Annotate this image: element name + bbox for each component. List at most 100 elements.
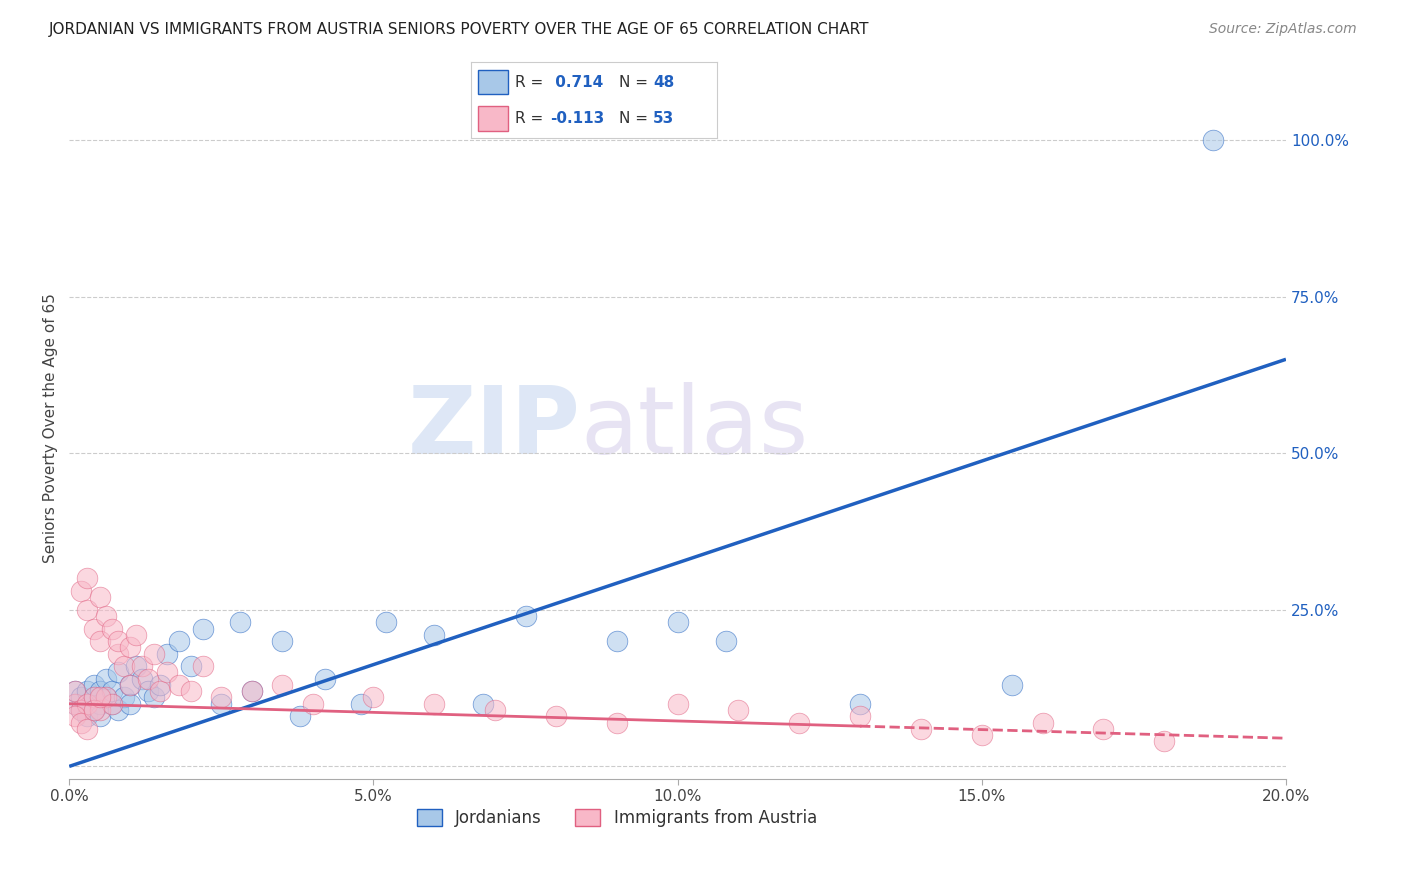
Point [107, 665, 129, 680]
Point [787, 715, 810, 730]
Point [180, 659, 202, 673]
Point [606, 634, 628, 648]
Point [240, 684, 263, 698]
Point [970, 728, 993, 742]
Point [849, 697, 872, 711]
Point [65, 709, 87, 723]
Point [101, 697, 124, 711]
Point [1001, 678, 1024, 692]
Point [83, 703, 105, 717]
Point [143, 690, 166, 705]
Point [515, 609, 537, 624]
Point [228, 615, 250, 630]
Point [240, 684, 263, 698]
Point [83, 690, 105, 705]
Point [101, 622, 124, 636]
Point [149, 678, 172, 692]
Text: R =: R = [516, 111, 548, 126]
Point [70, 703, 93, 717]
Point [301, 697, 323, 711]
Text: atlas: atlas [581, 382, 808, 475]
Point [65, 697, 87, 711]
Text: ZIP: ZIP [408, 382, 581, 475]
Point [76, 684, 98, 698]
Point [101, 697, 124, 711]
Point [271, 634, 294, 648]
Point [484, 703, 506, 717]
Text: 48: 48 [652, 75, 675, 90]
Point [167, 634, 190, 648]
Point [70, 703, 93, 717]
Point [76, 722, 98, 736]
Point [423, 697, 446, 711]
Point [191, 622, 214, 636]
Point [76, 697, 98, 711]
Point [125, 628, 148, 642]
Point [136, 684, 159, 698]
Point [70, 690, 93, 705]
Point [666, 697, 689, 711]
Legend: Jordanians, Immigrants from Austria: Jordanians, Immigrants from Austria [411, 802, 824, 834]
Point [131, 672, 153, 686]
Point [606, 715, 628, 730]
Point [125, 659, 148, 673]
Point [65, 684, 87, 698]
Text: 53: 53 [652, 111, 675, 126]
Text: -0.113: -0.113 [550, 111, 605, 126]
Point [83, 622, 105, 636]
Text: 0.714: 0.714 [550, 75, 603, 90]
Point [120, 678, 142, 692]
Point [350, 697, 373, 711]
Point [83, 678, 105, 692]
Point [89, 634, 111, 648]
Point [112, 690, 135, 705]
Point [155, 647, 177, 661]
Bar [478, 106, 508, 130]
Point [65, 697, 87, 711]
Point [89, 709, 111, 723]
Point [374, 615, 396, 630]
Point [120, 697, 142, 711]
Point [666, 615, 689, 630]
Point [76, 572, 98, 586]
Point [1202, 133, 1225, 147]
Text: N =: N = [619, 111, 652, 126]
Point [363, 690, 385, 705]
Point [136, 672, 159, 686]
Point [112, 659, 135, 673]
Point [94, 672, 117, 686]
Point [76, 603, 98, 617]
Y-axis label: Seniors Poverty Over the Age of 65: Seniors Poverty Over the Age of 65 [44, 293, 58, 563]
Point [131, 659, 153, 673]
Point [89, 703, 111, 717]
Point [1032, 715, 1054, 730]
Point [76, 697, 98, 711]
Text: JORDANIAN VS IMMIGRANTS FROM AUSTRIA SENIORS POVERTY OVER THE AGE OF 65 CORRELAT: JORDANIAN VS IMMIGRANTS FROM AUSTRIA SEN… [49, 22, 870, 37]
Point [89, 591, 111, 605]
Point [94, 609, 117, 624]
Point [120, 678, 142, 692]
Bar [478, 70, 508, 95]
Point [155, 665, 177, 680]
Point [1092, 722, 1115, 736]
Point [149, 684, 172, 698]
Point [70, 715, 93, 730]
Point [83, 703, 105, 717]
Point [89, 684, 111, 698]
Point [94, 690, 117, 705]
Point [70, 584, 93, 599]
Point [89, 690, 111, 705]
Text: N =: N = [619, 75, 652, 90]
Point [180, 684, 202, 698]
Point [209, 690, 232, 705]
Point [65, 684, 87, 698]
Point [314, 672, 336, 686]
Point [120, 640, 142, 655]
Point [167, 678, 190, 692]
Point [544, 709, 567, 723]
Point [101, 684, 124, 698]
Point [107, 647, 129, 661]
Point [76, 709, 98, 723]
Point [107, 703, 129, 717]
Point [423, 628, 446, 642]
